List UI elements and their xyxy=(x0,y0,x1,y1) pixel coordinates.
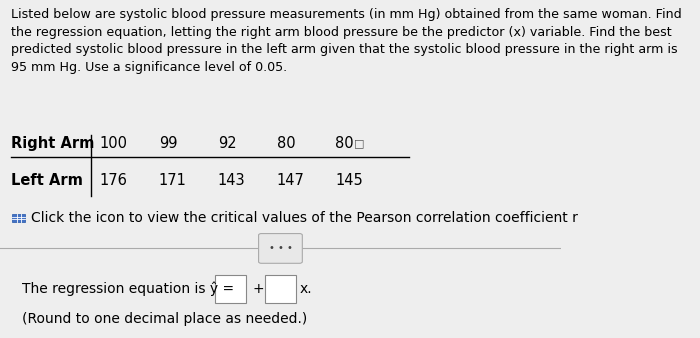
Text: □: □ xyxy=(354,138,365,148)
FancyBboxPatch shape xyxy=(265,274,295,304)
Text: (Round to one decimal place as needed.): (Round to one decimal place as needed.) xyxy=(22,312,308,327)
Text: Click the icon to view the critical values of the Pearson correlation coefficien: Click the icon to view the critical valu… xyxy=(31,211,577,225)
Text: 80: 80 xyxy=(335,136,354,151)
Text: 147: 147 xyxy=(276,173,304,188)
Text: Right Arm: Right Arm xyxy=(11,136,95,151)
Text: • • •: • • • xyxy=(269,243,293,254)
Text: 80: 80 xyxy=(276,136,295,151)
FancyBboxPatch shape xyxy=(215,274,246,304)
FancyBboxPatch shape xyxy=(258,234,302,263)
Text: The regression equation is ŷ =: The regression equation is ŷ = xyxy=(22,282,235,296)
Text: 99: 99 xyxy=(159,136,177,151)
Text: Left Arm: Left Arm xyxy=(11,173,83,188)
Text: 143: 143 xyxy=(218,173,245,188)
Text: 100: 100 xyxy=(100,136,128,151)
FancyBboxPatch shape xyxy=(13,214,25,222)
Text: x.: x. xyxy=(300,282,313,296)
Text: 171: 171 xyxy=(159,173,187,188)
Text: 145: 145 xyxy=(335,173,363,188)
Text: 176: 176 xyxy=(100,173,127,188)
Text: Listed below are systolic blood pressure measurements (in mm Hg) obtained from t: Listed below are systolic blood pressure… xyxy=(11,8,682,74)
Text: +: + xyxy=(253,282,264,296)
Text: 92: 92 xyxy=(218,136,237,151)
